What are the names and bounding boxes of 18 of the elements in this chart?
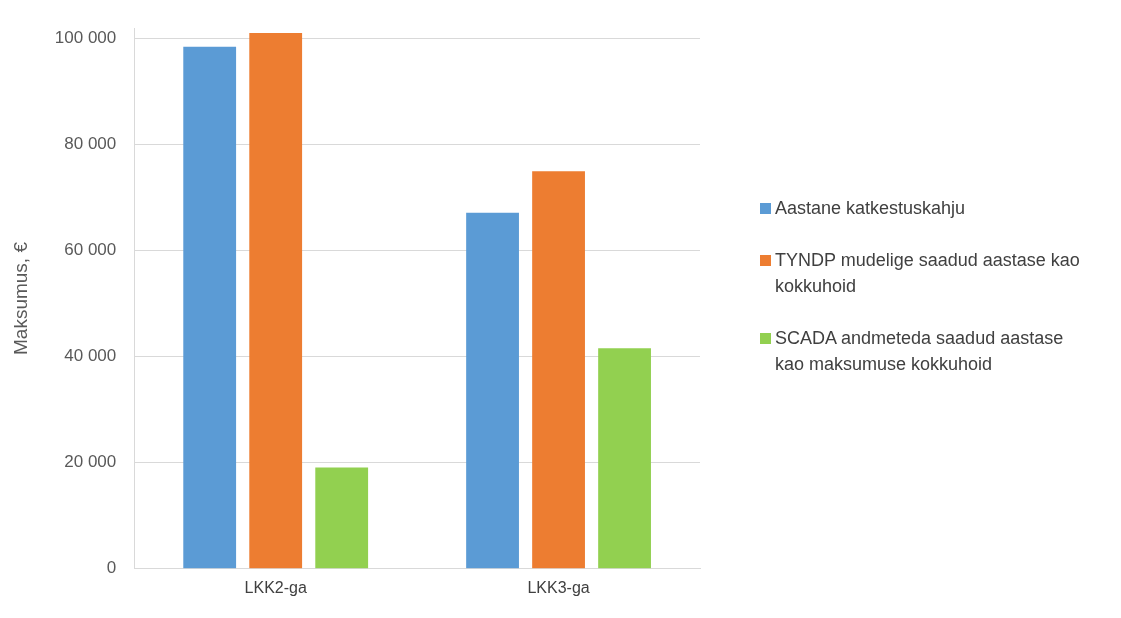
bar <box>598 348 651 569</box>
legend-label: SCADA andmeteda saadud aastase kao maksumuse kokkuhoid <box>775 327 1065 376</box>
bar <box>532 171 585 569</box>
y-tick-label: 60 000 <box>64 240 117 260</box>
x-tick-label: LKK3-ga <box>527 578 590 596</box>
y-tick-label: 80 000 <box>64 134 117 154</box>
bar <box>315 467 369 569</box>
legend-label: Aastane katkestuskahju <box>775 197 966 220</box>
x-tick-label: LKK2-ga <box>244 578 307 596</box>
y-tick-label: 20 000 <box>64 452 117 472</box>
bar <box>466 212 519 569</box>
bar <box>183 46 237 569</box>
y-tick-label: 40 000 <box>64 346 117 366</box>
y-axis-title: Maksumus, € <box>9 241 31 355</box>
y-tick-label: 0 <box>106 558 117 578</box>
legend-label: TYNDP mudelige saadud aastase kao kokkuhoid <box>775 249 1081 298</box>
bar <box>249 32 303 569</box>
y-tick-label: 100 000 <box>54 28 117 48</box>
